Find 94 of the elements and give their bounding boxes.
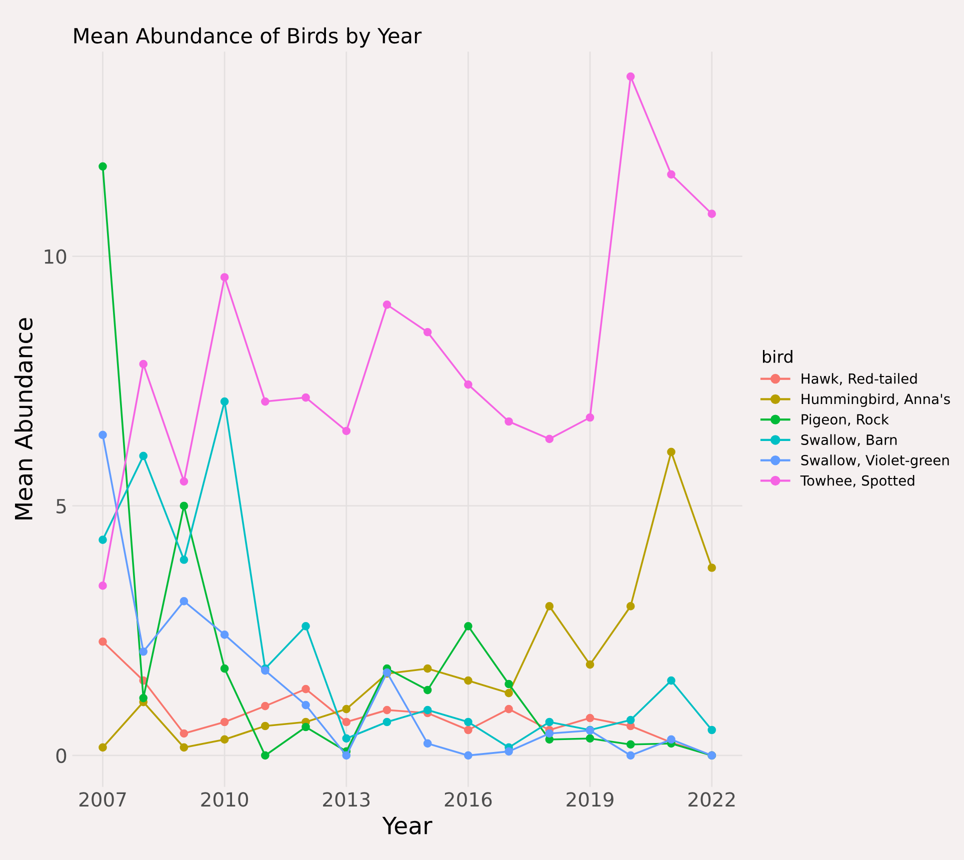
legend-label: Pigeon, Rock <box>802 414 889 428</box>
point <box>220 735 229 744</box>
point <box>98 582 107 590</box>
point <box>180 597 188 606</box>
x-axis-title: Year <box>382 816 432 834</box>
point <box>261 751 270 760</box>
point <box>667 735 676 744</box>
point <box>586 413 594 422</box>
point <box>708 564 716 572</box>
point <box>708 726 716 734</box>
point <box>261 722 270 730</box>
point <box>667 676 676 685</box>
point <box>586 734 594 743</box>
point <box>220 664 229 673</box>
point <box>342 734 351 743</box>
point <box>626 602 635 610</box>
x-tick-label: 2007 <box>79 792 126 807</box>
point <box>180 743 188 752</box>
x-tick-label: 2010 <box>201 792 248 807</box>
x-tick-label: 2016 <box>444 792 492 807</box>
point <box>504 680 513 688</box>
point <box>302 684 310 694</box>
chart-title: Mean Abundance of Birds by Year <box>74 27 422 48</box>
legend-label: Swallow, Barn <box>801 434 897 446</box>
point <box>626 72 635 81</box>
point <box>586 714 594 722</box>
point <box>220 397 229 406</box>
x-tick-label: 2019 <box>566 792 614 807</box>
point <box>626 751 635 760</box>
y-tick-label: 5 <box>56 499 66 514</box>
point <box>220 630 229 639</box>
point <box>423 664 432 673</box>
point <box>98 536 107 544</box>
point <box>302 722 310 732</box>
point <box>464 676 472 685</box>
point <box>180 729 188 738</box>
point <box>423 706 432 714</box>
point <box>504 688 513 698</box>
legend-label: Hawk, Red-tailed <box>802 373 917 386</box>
legend-label: Swallow, Violet-green <box>801 454 949 468</box>
point <box>98 637 107 646</box>
point <box>545 729 554 738</box>
point <box>220 718 229 726</box>
point <box>180 502 188 510</box>
y-tick-label: 0 <box>56 748 66 764</box>
point <box>423 686 432 694</box>
legend-label: Hummingbird, Anna's <box>802 393 950 407</box>
point <box>504 417 513 426</box>
point <box>180 556 188 564</box>
point <box>545 434 554 444</box>
point <box>504 704 513 714</box>
point <box>302 393 310 402</box>
point <box>464 622 472 630</box>
point <box>302 622 310 630</box>
point <box>139 452 148 460</box>
point <box>545 602 554 610</box>
point <box>98 430 107 440</box>
point <box>423 328 432 336</box>
legend-label: Towhee, Spotted <box>800 475 914 488</box>
x-tick-label: 2022 <box>688 792 735 807</box>
point <box>261 702 270 710</box>
point <box>139 360 148 368</box>
point <box>464 751 472 760</box>
point <box>98 162 107 171</box>
point <box>667 448 676 456</box>
point <box>667 170 676 179</box>
point <box>545 718 554 726</box>
point <box>586 660 594 669</box>
legend-title: bird <box>762 350 792 363</box>
point <box>382 706 392 714</box>
point <box>180 477 188 486</box>
point <box>98 743 107 752</box>
point <box>504 747 513 756</box>
point <box>464 380 472 389</box>
y-tick-label: 10 <box>44 249 66 264</box>
point <box>139 647 148 656</box>
point <box>302 700 310 710</box>
y-axis-title: Mean Abundance <box>14 318 33 520</box>
point <box>261 397 270 406</box>
point <box>342 426 351 436</box>
point <box>342 718 351 726</box>
point <box>342 704 351 714</box>
point <box>139 694 148 702</box>
x-tick-label: 2013 <box>323 792 370 807</box>
point <box>464 718 472 726</box>
point <box>464 726 472 734</box>
point <box>423 739 432 748</box>
point <box>342 751 351 760</box>
point <box>382 300 392 309</box>
point <box>626 740 635 749</box>
point <box>626 716 635 724</box>
point <box>708 210 716 218</box>
point <box>220 273 229 282</box>
point <box>382 718 392 726</box>
